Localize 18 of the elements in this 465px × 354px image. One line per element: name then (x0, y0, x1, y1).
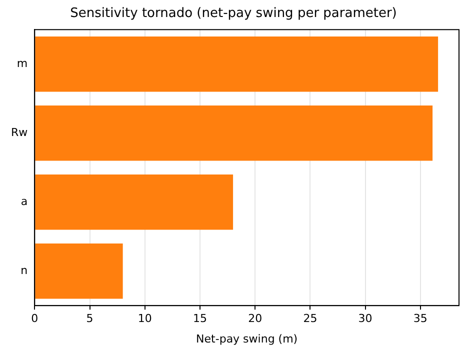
x-tick-label: 10 (138, 312, 152, 326)
y-tick-label: Rw (11, 126, 28, 139)
x-tick-label: 0 (31, 312, 38, 326)
bar (35, 36, 438, 92)
x-tick-label: 15 (192, 312, 207, 326)
x-axis-title: Net-pay swing (m) (196, 332, 298, 346)
bar (35, 106, 433, 161)
y-tick-label: m (16, 56, 28, 70)
y-tick-label: a (20, 194, 28, 208)
x-tick-label: 5 (86, 312, 94, 326)
x-tick-label: 35 (413, 312, 428, 326)
y-tick-label: n (20, 264, 28, 277)
x-tick-label: 25 (303, 312, 318, 326)
x-tick-label: 30 (358, 312, 372, 326)
bar (35, 174, 234, 230)
x-tick-label: 20 (248, 312, 262, 326)
chart-title: Sensitivity tornado (net-pay swing per parameter) (70, 6, 397, 22)
bar (35, 244, 123, 299)
